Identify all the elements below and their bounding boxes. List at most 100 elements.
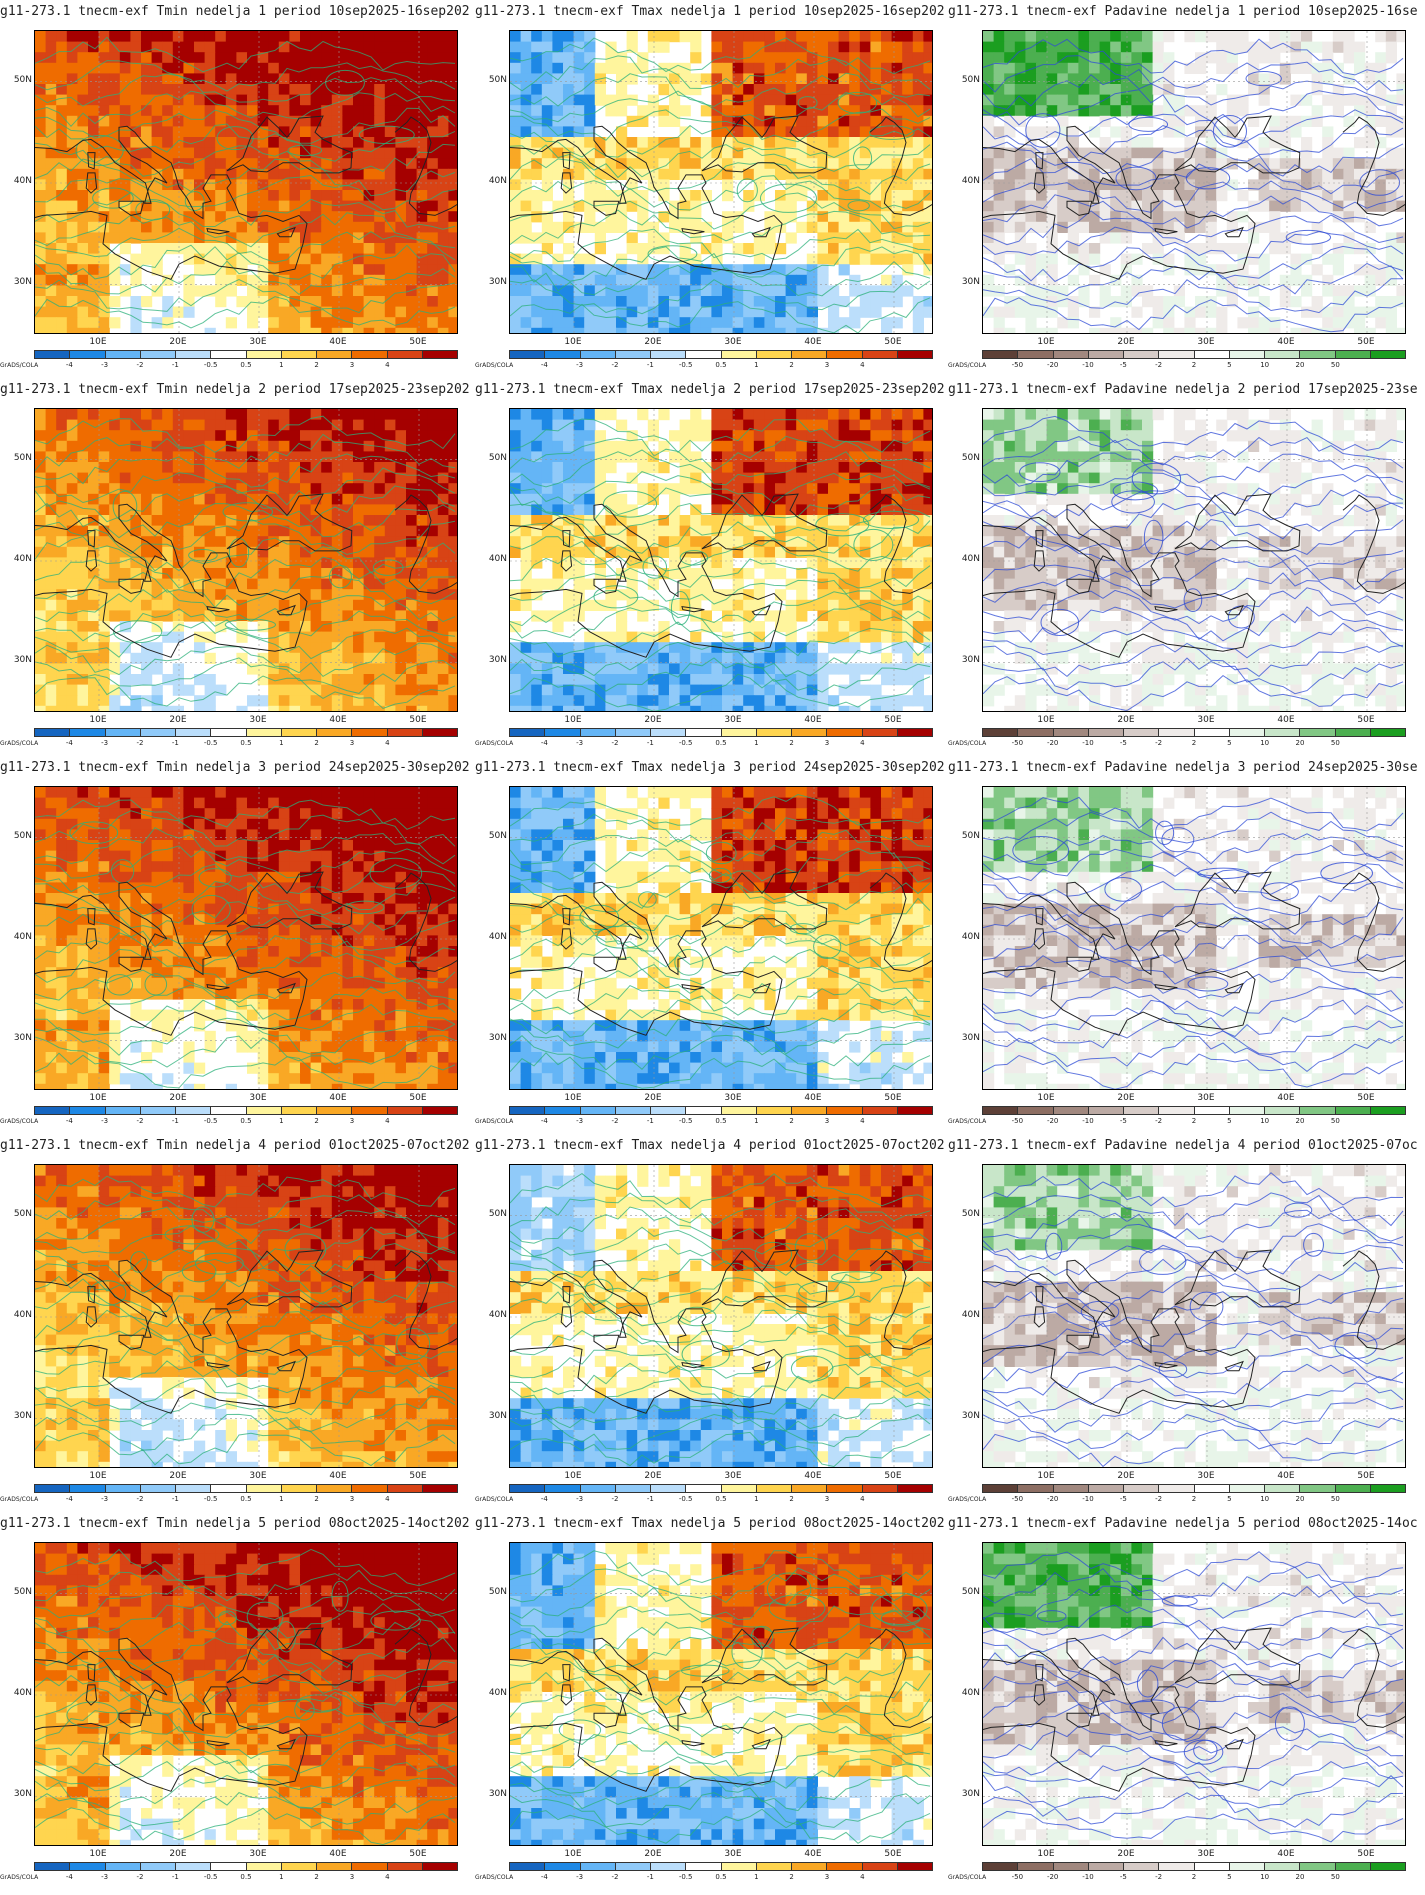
colorbar-label: -4 (65, 739, 73, 747)
lon-label: 20E (644, 1849, 662, 1859)
map-panel-tmin-week-4: g11-273.1 tnecm-exf Tmin nedelja 4 perio… (0, 1134, 470, 1512)
map-panel-prec-week-4: g11-273.1 tnecm-exf Padavine nedelja 4 p… (948, 1134, 1418, 1512)
panel-title: g11-273.1 tnecm-exf Padavine nedelja 2 p… (948, 382, 1418, 397)
software-credit: GrADS/COLA (475, 1874, 514, 1881)
lon-label: 50E (1357, 1849, 1375, 1859)
colorbar (509, 350, 933, 359)
colorbar-label: -20 (1046, 1495, 1059, 1503)
map-canvas (983, 409, 1405, 711)
colorbar-swatch (510, 351, 546, 358)
lon-label: 30E (249, 337, 267, 347)
colorbar-label: -3 (576, 1873, 584, 1881)
colorbar-swatch (35, 1107, 71, 1114)
colorbar-label: -1 (171, 1117, 179, 1125)
colorbar-label: 2 (789, 361, 794, 369)
colorbar-label: -2 (1155, 1117, 1163, 1125)
colorbar-label: 50 (1330, 1873, 1340, 1881)
colorbar-label: -5 (1119, 361, 1127, 369)
colorbar-label: -5 (1119, 1873, 1127, 1881)
colorbar-swatch (140, 1485, 176, 1492)
colorbar-label: -0.5 (203, 739, 218, 747)
colorbar-swatch (1265, 1863, 1301, 1870)
colorbar-label: 0.5 (715, 361, 727, 369)
colorbar-label: 2 (1191, 1495, 1197, 1503)
software-credit: GrADS/COLA (0, 1118, 39, 1125)
lat-label: 50N (961, 74, 980, 85)
colorbar-swatch (422, 729, 457, 736)
lat-label: 50N (488, 830, 507, 841)
colorbar-label: 1 (754, 1117, 759, 1125)
colorbar-swatch (1194, 729, 1230, 736)
map-panel-tmin-week-1: g11-273.1 tnecm-exf Tmin nedelja 1 perio… (0, 0, 470, 378)
colorbar-swatch (1053, 1485, 1089, 1492)
colorbar-label: 4 (860, 1873, 865, 1881)
colorbar-label: 4 (385, 1873, 390, 1881)
colorbar-swatch (35, 1863, 71, 1870)
colorbar-swatch (1053, 1107, 1089, 1114)
lat-label: 30N (13, 277, 32, 288)
colorbar-label: 20 (1295, 1495, 1305, 1503)
colorbar-swatch (1229, 1485, 1265, 1492)
lon-label: 20E (644, 1471, 662, 1481)
colorbar-swatch (510, 729, 546, 736)
colorbar-label: 4 (385, 1495, 390, 1503)
colorbar-label: -2 (1155, 1873, 1163, 1881)
colorbar-swatch (352, 1863, 388, 1870)
colorbar-label: 2 (1191, 1873, 1197, 1881)
lon-label: 40E (1277, 1471, 1295, 1481)
colorbar-swatch (1370, 729, 1405, 736)
colorbar-swatch (1159, 729, 1195, 736)
colorbar-label: 2 (1191, 739, 1197, 747)
lon-label: 40E (804, 337, 822, 347)
lon-label: 40E (804, 1849, 822, 1859)
colorbar-swatch (1265, 1107, 1301, 1114)
map-canvas (983, 31, 1405, 333)
colorbar-swatch (1194, 1485, 1230, 1492)
colorbar-label: -4 (540, 1495, 548, 1503)
colorbar-label: 1 (279, 1873, 284, 1881)
colorbar-label: 2 (1191, 1117, 1197, 1125)
colorbar-swatch (1159, 1863, 1195, 1870)
colorbar-swatch (580, 1107, 616, 1114)
colorbar-swatch (721, 1485, 757, 1492)
colorbar-label: 4 (860, 739, 865, 747)
panel-title: g11-273.1 tnecm-exf Tmin nedelja 3 perio… (0, 760, 470, 775)
colorbar-swatch (317, 1107, 353, 1114)
map-canvas (35, 787, 457, 1089)
lon-label: 20E (1117, 1849, 1135, 1859)
colorbar-label: -0.5 (203, 1495, 218, 1503)
colorbar-swatch (1370, 1863, 1405, 1870)
lat-label: 40N (488, 176, 507, 186)
colorbar-label: -4 (65, 1873, 73, 1881)
colorbar-swatch (422, 1485, 457, 1492)
colorbar-label: -20 (1046, 1873, 1059, 1881)
colorbar-label: -1 (646, 1873, 654, 1881)
colorbar-swatch (1300, 1485, 1336, 1492)
lon-label: 30E (249, 1471, 267, 1481)
colorbar-swatch (1335, 1485, 1371, 1492)
colorbar-swatch (105, 1107, 141, 1114)
colorbar-swatch (545, 1863, 581, 1870)
colorbar-swatch (983, 351, 1019, 358)
colorbar-label: -50 (1011, 739, 1024, 747)
colorbar-swatch (510, 1863, 546, 1870)
colorbar-label: -2 (1155, 739, 1163, 747)
colorbar-label: -10 (1082, 1873, 1094, 1881)
colorbar-swatch (792, 1863, 828, 1870)
lat-label: 30N (488, 655, 507, 666)
colorbar-swatch (615, 1863, 651, 1870)
colorbar-swatch (651, 729, 687, 736)
lat-label: 50N (13, 830, 32, 841)
lon-label: 40E (1277, 1093, 1295, 1103)
colorbar-label: -1 (646, 1495, 654, 1503)
lon-label: 30E (249, 1093, 267, 1103)
colorbar-label: -3 (576, 361, 584, 369)
colorbar (34, 1106, 458, 1115)
colorbar-label: 4 (385, 739, 390, 747)
colorbar-swatch (35, 1485, 71, 1492)
panel-title: g11-273.1 tnecm-exf Tmax nedelja 5 perio… (475, 1516, 945, 1531)
colorbar-swatch (827, 1107, 863, 1114)
colorbar-label: 1 (279, 739, 284, 747)
lat-label: 30N (13, 655, 32, 666)
